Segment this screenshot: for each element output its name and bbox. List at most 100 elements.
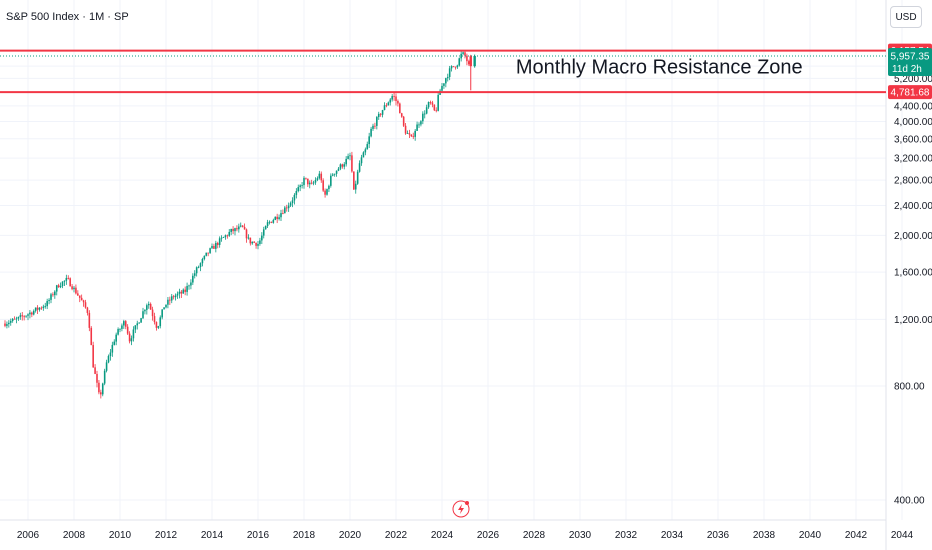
time-axis[interactable]: 2006 2008 2010 2012 2014 2016 2018 2020 2022 2024… (17, 530, 914, 541)
candle (94, 364, 96, 375)
candle (400, 112, 403, 118)
candle (391, 94, 393, 102)
candle (107, 354, 110, 364)
resistance-levels (0, 49, 886, 94)
candle (9, 318, 12, 326)
candle (376, 115, 378, 130)
candle (303, 176, 305, 189)
x-tick-label: 2006 (17, 530, 40, 541)
candle (109, 349, 112, 361)
price-axis[interactable]: 400.00 800.00 1,200.00 1,600.00 2,000.00 2,40… (894, 62, 932, 507)
candle (416, 121, 418, 131)
candle (307, 178, 309, 187)
candle (103, 368, 106, 386)
candle (339, 163, 342, 171)
candle (98, 380, 100, 395)
x-tick-label: 2018 (293, 530, 316, 541)
candle (445, 77, 447, 88)
candle (55, 284, 58, 296)
candle (285, 204, 288, 212)
candle (326, 188, 328, 196)
candle (354, 180, 357, 194)
candle (36, 305, 39, 315)
candle (431, 100, 434, 108)
candle (228, 229, 231, 237)
candle (201, 257, 204, 267)
candle (113, 339, 116, 346)
countdown-label: 11d 2h (892, 64, 922, 75)
candle (343, 162, 346, 170)
candle (427, 101, 430, 109)
candle (165, 304, 167, 309)
x-tick-label: 2012 (155, 530, 178, 541)
y-tick-label: 400.00 (894, 496, 925, 507)
candle (50, 292, 52, 304)
candle (161, 309, 163, 320)
candle (469, 54, 472, 91)
candle (251, 241, 254, 245)
candle (316, 176, 319, 182)
candle (75, 284, 77, 295)
candle (347, 153, 349, 160)
candle (458, 57, 461, 67)
candle (149, 302, 152, 310)
candle (178, 288, 181, 299)
y-tick-label: 4,000.00 (894, 117, 932, 128)
grid (0, 0, 903, 520)
candle (280, 209, 282, 221)
candle (126, 324, 129, 335)
x-tick-label: 2008 (63, 530, 86, 541)
candle (4, 320, 6, 328)
candle (88, 310, 91, 332)
candle (207, 252, 209, 257)
last-price-label: 5,957.35 (891, 52, 930, 63)
candle (69, 277, 71, 287)
x-tick-label: 2022 (385, 530, 408, 541)
candle (259, 237, 261, 246)
candle (144, 309, 146, 315)
candle (59, 282, 62, 289)
candle (310, 179, 313, 185)
lightning-icon[interactable] (452, 500, 470, 518)
candle (366, 141, 369, 150)
candle (48, 298, 50, 305)
candle (170, 293, 173, 304)
x-tick-label: 2032 (615, 530, 638, 541)
candle (159, 315, 162, 329)
candle (205, 252, 208, 257)
x-tick-label: 2020 (339, 530, 362, 541)
candle (213, 243, 215, 249)
x-tick-label: 2024 (431, 530, 454, 541)
candle (128, 331, 131, 344)
candle (82, 299, 85, 307)
y-tick-label: 800.00 (894, 382, 925, 393)
candle (349, 152, 351, 161)
candle (429, 100, 432, 105)
currency-button[interactable]: USD (890, 6, 922, 28)
candle (188, 284, 190, 290)
candle (199, 262, 202, 272)
candle (182, 288, 185, 294)
candle (473, 54, 476, 68)
candle (423, 110, 426, 119)
candle (385, 103, 388, 108)
candle (276, 213, 278, 224)
candle (184, 286, 186, 296)
candle (351, 151, 353, 173)
candle (186, 282, 188, 296)
candle (27, 313, 29, 321)
candle (140, 317, 142, 323)
candle (274, 216, 277, 221)
candle (84, 299, 87, 309)
candle (377, 111, 380, 120)
price-tag: 4,781.68 (888, 85, 932, 100)
candle (249, 237, 252, 246)
candle (331, 173, 334, 177)
candle (121, 323, 123, 332)
candle (245, 228, 248, 243)
candle (383, 102, 386, 111)
candle (289, 201, 292, 207)
candle (452, 66, 455, 68)
candle (57, 283, 60, 288)
